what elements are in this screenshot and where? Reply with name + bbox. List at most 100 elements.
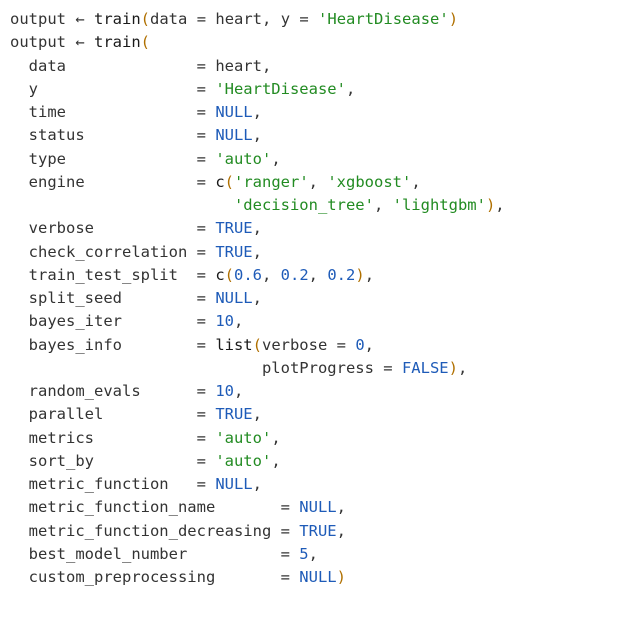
code-token-identifier: metric_function bbox=[10, 475, 197, 493]
code-line: bayes_info = list(verbose = 0, bbox=[10, 336, 374, 354]
code-token-identifier: metric_function_name bbox=[10, 498, 281, 516]
code-token-comma: , bbox=[365, 336, 374, 354]
code-token-default: = bbox=[197, 219, 216, 237]
code-token-paren: ( bbox=[225, 173, 234, 191]
code-token-identifier: plotProgress bbox=[262, 359, 383, 377]
code-token-identifier: metrics bbox=[10, 429, 197, 447]
code-token-identifier: check_correlation bbox=[10, 243, 197, 261]
code-token-constant: TRUE bbox=[215, 243, 252, 261]
code-token-string: 'HeartDisease' bbox=[215, 80, 346, 98]
code-token-string: 'auto' bbox=[215, 429, 271, 447]
code-token-constant: NULL bbox=[215, 289, 252, 307]
code-token-default: = bbox=[197, 429, 216, 447]
code-token-identifier: split_seed bbox=[10, 289, 197, 307]
code-token-default: = bbox=[197, 150, 216, 168]
code-line: time = NULL, bbox=[10, 103, 262, 121]
code-token-comma: , bbox=[253, 405, 262, 423]
code-token-constant: TRUE bbox=[215, 219, 252, 237]
code-token-constant: TRUE bbox=[215, 405, 252, 423]
code-token-constant: NULL bbox=[215, 103, 252, 121]
code-token-default: = bbox=[197, 312, 216, 330]
code-token-comma: , bbox=[262, 266, 281, 284]
code-line: output ← train(data = heart, y = 'HeartD… bbox=[10, 10, 458, 28]
code-token-comma: , bbox=[495, 196, 504, 214]
code-token-assign: ← bbox=[75, 33, 94, 51]
code-token-number: 0 bbox=[355, 336, 364, 354]
code-line: output ← train( bbox=[10, 33, 150, 51]
code-token-default: = bbox=[197, 243, 216, 261]
code-token-string: 'lightgbm' bbox=[393, 196, 486, 214]
code-token-identifier: data bbox=[150, 10, 197, 28]
code-token-identifier: bayes_iter bbox=[10, 312, 197, 330]
code-line: sort_by = 'auto', bbox=[10, 452, 281, 470]
code-token-func: c bbox=[215, 266, 224, 284]
code-token-default: = bbox=[197, 405, 216, 423]
code-token-default: = bbox=[197, 336, 216, 354]
code-token-paren: ( bbox=[253, 336, 262, 354]
code-token-default: = bbox=[197, 173, 216, 191]
code-token-paren: ) bbox=[337, 568, 346, 586]
code-token-default: = bbox=[197, 289, 216, 307]
code-token-comma: , bbox=[271, 452, 280, 470]
code-token-identifier: output bbox=[10, 33, 75, 51]
code-line: metric_function_decreasing = TRUE, bbox=[10, 522, 346, 540]
code-token-paren: ( bbox=[141, 10, 150, 28]
code-token-comma: , bbox=[309, 173, 328, 191]
code-token-identifier: engine bbox=[10, 173, 197, 191]
code-token-string: 'ranger' bbox=[234, 173, 309, 191]
code-token-constant: FALSE bbox=[402, 359, 449, 377]
code-token-string: 'decision_tree' bbox=[234, 196, 374, 214]
code-token-paren: ( bbox=[141, 33, 150, 51]
code-token-string: 'xgboost' bbox=[327, 173, 411, 191]
code-token-comma: , bbox=[234, 312, 243, 330]
code-token-paren: ) bbox=[486, 196, 495, 214]
code-token-default: = bbox=[281, 545, 300, 563]
code-token-identifier: data bbox=[10, 57, 197, 75]
code-token-comma: , bbox=[271, 150, 280, 168]
code-token-comma: , bbox=[337, 498, 346, 516]
code-token-number: 10 bbox=[215, 312, 234, 330]
code-token-string: 'HeartDisease' bbox=[318, 10, 449, 28]
code-token-identifier: heart bbox=[215, 57, 262, 75]
code-token-identifier: y bbox=[10, 80, 197, 98]
code-line: bayes_iter = 10, bbox=[10, 312, 243, 330]
code-token-default: = bbox=[197, 103, 216, 121]
code-token-default: = bbox=[197, 266, 216, 284]
code-token-comma: , bbox=[253, 126, 262, 144]
code-token-default: = bbox=[197, 126, 216, 144]
code-line: best_model_number = 5, bbox=[10, 545, 318, 563]
code-token-comma: , bbox=[309, 545, 318, 563]
code-token-identifier: best_model_number bbox=[10, 545, 281, 563]
code-token-default: = bbox=[197, 10, 216, 28]
code-token-default: = bbox=[197, 452, 216, 470]
code-token-paren: ) bbox=[449, 10, 458, 28]
code-token-comma: , bbox=[253, 103, 262, 121]
code-token-default: = bbox=[197, 80, 216, 98]
code-token-comma: , bbox=[309, 266, 328, 284]
code-token-comma: , bbox=[234, 382, 243, 400]
code-token-identifier: custom_preprocessing bbox=[10, 568, 281, 586]
code-token-comma: , bbox=[458, 359, 467, 377]
code-token-string: 'auto' bbox=[215, 150, 271, 168]
code-line: train_test_split = c(0.6, 0.2, 0.2), bbox=[10, 266, 374, 284]
code-token-identifier: status bbox=[10, 126, 197, 144]
code-token-identifier: bayes_info bbox=[10, 336, 197, 354]
code-token-paren: ( bbox=[225, 266, 234, 284]
code-token-identifier: heart bbox=[215, 10, 262, 28]
code-token-default: = bbox=[281, 522, 300, 540]
code-token-comma: , bbox=[365, 266, 374, 284]
code-token-comma: , bbox=[253, 289, 262, 307]
code-token-identifier: y bbox=[281, 10, 300, 28]
code-line: y = 'HeartDisease', bbox=[10, 80, 355, 98]
code-token-number: 10 bbox=[215, 382, 234, 400]
code-line: metric_function_name = NULL, bbox=[10, 498, 346, 516]
code-token-constant: NULL bbox=[299, 568, 336, 586]
code-snippet: output ← train(data = heart, y = 'HeartD… bbox=[0, 0, 640, 597]
code-token-default: = bbox=[383, 359, 402, 377]
code-token-identifier: verbose bbox=[262, 336, 337, 354]
code-line: check_correlation = TRUE, bbox=[10, 243, 262, 261]
code-token-identifier: output bbox=[10, 10, 75, 28]
code-token-identifier: parallel bbox=[10, 405, 197, 423]
code-token-comma: , bbox=[346, 80, 355, 98]
code-token-comma: , bbox=[262, 57, 271, 75]
